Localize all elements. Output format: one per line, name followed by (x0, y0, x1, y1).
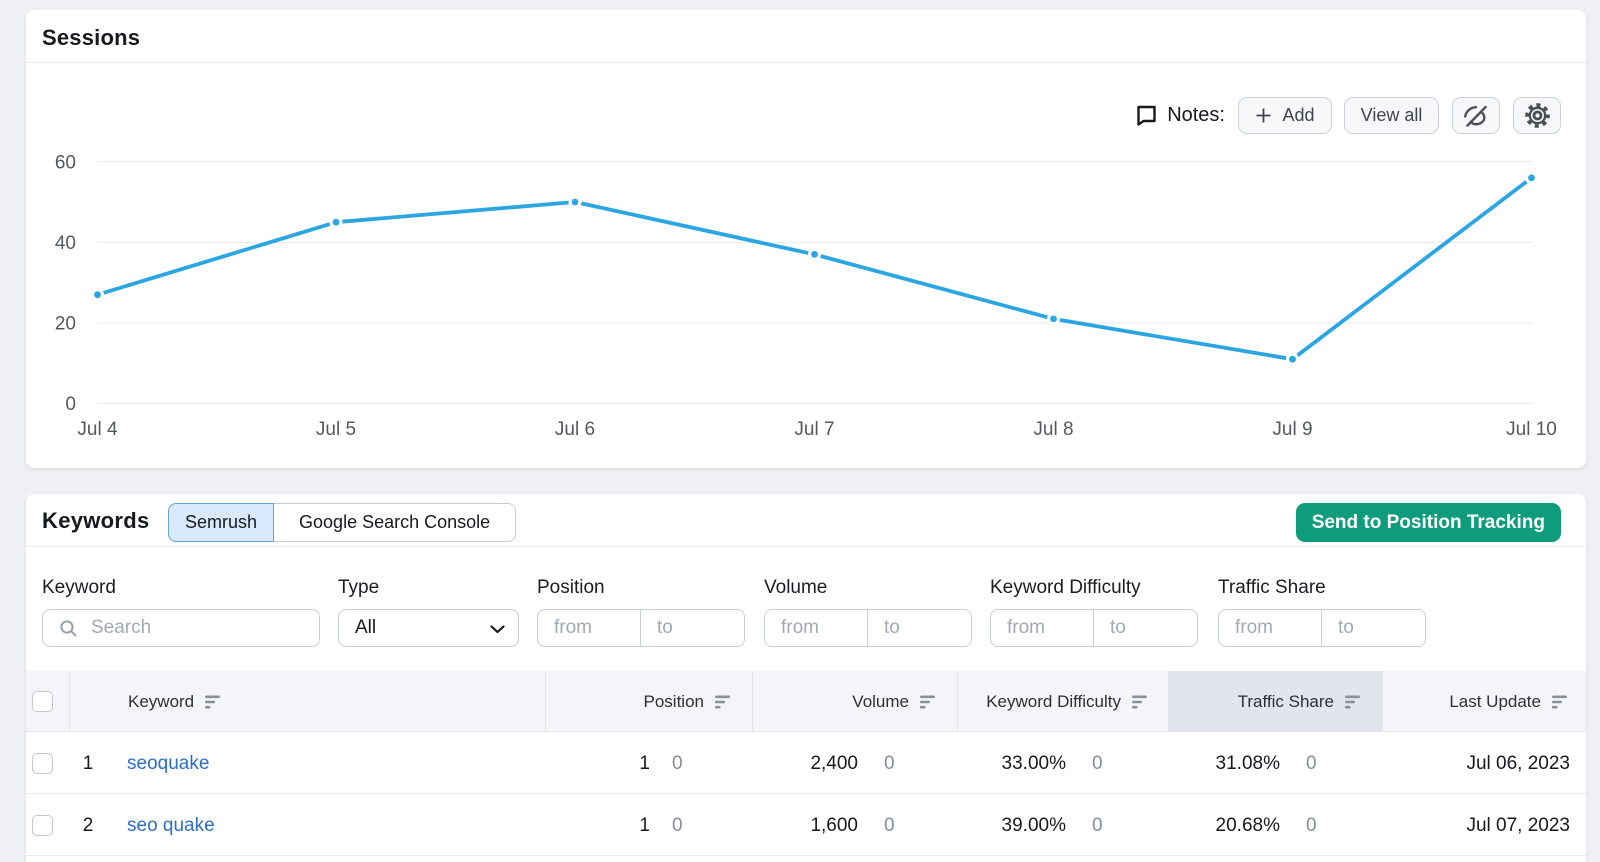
svg-text:Jul 8: Jul 8 (1033, 419, 1073, 440)
svg-text:Jul 6: Jul 6 (555, 419, 595, 440)
svg-text:Jul 7: Jul 7 (794, 419, 834, 440)
svg-text:60: 60 (55, 152, 76, 173)
svg-text:Jul 4: Jul 4 (77, 419, 118, 440)
svg-text:40: 40 (55, 233, 76, 254)
svg-text:Jul 9: Jul 9 (1272, 419, 1312, 440)
svg-text:0: 0 (65, 394, 76, 415)
svg-text:Jul 10: Jul 10 (1506, 419, 1557, 440)
svg-text:20: 20 (55, 314, 76, 335)
svg-text:Jul 5: Jul 5 (316, 419, 356, 440)
